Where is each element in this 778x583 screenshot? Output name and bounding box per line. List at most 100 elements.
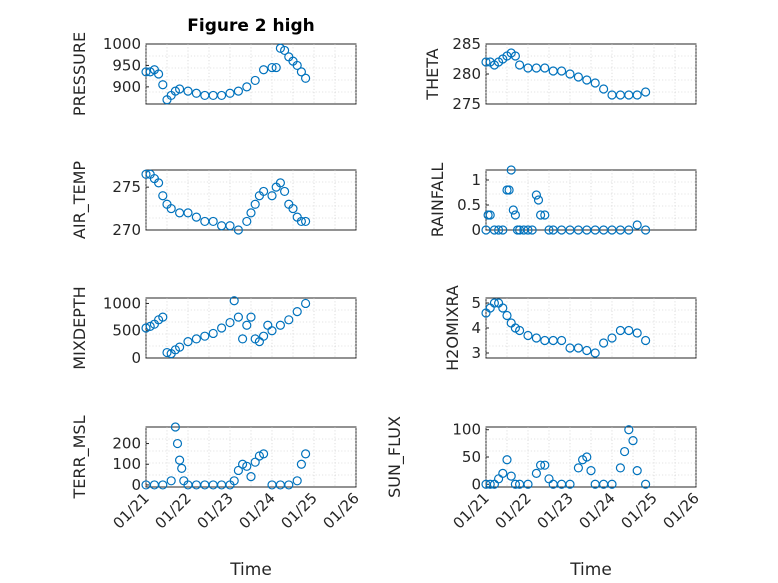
data-markers — [481, 298, 651, 358]
data-point — [573, 72, 584, 82]
data-point — [217, 323, 227, 333]
ytick-label: 1000 — [103, 294, 141, 312]
y-axis-label: TERR_MSL — [70, 415, 90, 499]
data-point — [301, 449, 311, 459]
data-point — [531, 333, 542, 343]
ytick-label: 0 — [471, 475, 481, 493]
subplot-sun-flux: 0 50 100 SUN_FLUX — [385, 416, 697, 498]
data-point — [523, 225, 533, 235]
data-point — [540, 460, 550, 470]
data-point — [556, 66, 567, 76]
data-point — [527, 225, 537, 235]
data-point — [494, 225, 504, 235]
xtick-label: 01/23 — [194, 489, 237, 532]
data-point — [158, 191, 168, 201]
data-point — [523, 330, 533, 341]
data-point — [510, 210, 521, 220]
data-point — [242, 461, 252, 471]
data-point — [533, 195, 544, 205]
data-point — [175, 342, 185, 352]
data-point — [619, 446, 630, 457]
data-point — [250, 199, 260, 209]
data-point — [166, 203, 176, 214]
subplot-terr-msl: 0 100 200 TERR_MSL — [70, 415, 357, 500]
data-point — [154, 69, 164, 79]
data-point — [640, 87, 651, 97]
data-point — [498, 468, 508, 478]
data-point — [158, 480, 168, 490]
ytick-label: 275 — [452, 95, 481, 113]
data-point — [573, 343, 584, 353]
xtick-label: 01/26 — [660, 489, 703, 532]
data-point — [208, 216, 218, 227]
data-point — [514, 325, 525, 336]
data-point — [225, 88, 235, 98]
data-point — [485, 479, 495, 489]
grid-lines — [145, 43, 357, 104]
data-point — [158, 312, 168, 322]
ytick-label: 1 — [471, 171, 481, 189]
data-markers — [481, 48, 651, 100]
data-point — [582, 345, 592, 356]
data-point — [267, 326, 277, 336]
ytick-label: 100 — [112, 455, 141, 473]
ytick-label: 950 — [112, 56, 141, 74]
subplot-rainfall: 0 0.5 1 RAINFALL — [428, 163, 697, 239]
data-point — [523, 479, 533, 489]
data-point — [288, 203, 298, 214]
data-point — [640, 225, 651, 235]
ytick-label: 0 — [471, 221, 481, 239]
xtick-label: 01/21 — [110, 489, 153, 532]
data-point — [259, 186, 269, 197]
y-axis-label: AIR_TEMP — [70, 161, 90, 239]
data-point — [259, 449, 269, 459]
data-point — [183, 86, 193, 96]
data-point — [246, 312, 256, 322]
data-point — [582, 452, 592, 462]
grid-lines — [145, 427, 357, 487]
data-point — [242, 216, 252, 227]
data-point — [573, 463, 584, 473]
data-point — [296, 67, 306, 77]
ytick-label: 500 — [112, 322, 141, 340]
data-point — [175, 84, 185, 94]
data-point — [200, 331, 210, 341]
data-point — [544, 225, 554, 235]
y-axis-label: THETA — [423, 48, 442, 100]
data-point — [158, 80, 168, 90]
data-point — [628, 436, 638, 446]
data-point — [172, 438, 183, 449]
xtick-label: 01/22 — [492, 489, 535, 532]
data-point — [301, 216, 311, 227]
ytick-label: 0 — [131, 349, 141, 367]
ytick-label: 275 — [112, 178, 141, 196]
data-point — [296, 459, 306, 469]
y-axis-label: SUN_FLUX — [385, 416, 405, 498]
data-point — [233, 465, 243, 476]
data-point — [531, 468, 542, 478]
data-point — [640, 479, 651, 489]
data-point — [233, 312, 243, 322]
xtick-label: 01/23 — [534, 489, 577, 532]
xtick-label: 01/26 — [320, 489, 363, 532]
y-axis-label: MIXDEPTH — [70, 286, 89, 369]
data-markers — [481, 425, 651, 489]
data-point — [154, 178, 164, 188]
data-point — [535, 460, 546, 470]
data-point — [141, 169, 151, 179]
data-point — [586, 466, 596, 476]
ytick-label: 1000 — [103, 35, 141, 53]
data-point — [191, 334, 201, 344]
data-point — [590, 78, 600, 88]
y-axis-label: H2OMIXRA — [443, 285, 462, 371]
ytick-label: 100 — [452, 421, 481, 439]
data-point — [175, 455, 185, 465]
xtick-label: 01/24 — [236, 489, 279, 532]
data-point — [267, 62, 277, 73]
data-point — [292, 60, 302, 71]
y-axis-label: RAINFALL — [428, 163, 447, 238]
data-point — [238, 459, 248, 469]
data-point — [284, 315, 294, 325]
subplot-air-temp: 270 275 AIR_TEMP — [70, 161, 357, 239]
data-point — [246, 472, 256, 482]
